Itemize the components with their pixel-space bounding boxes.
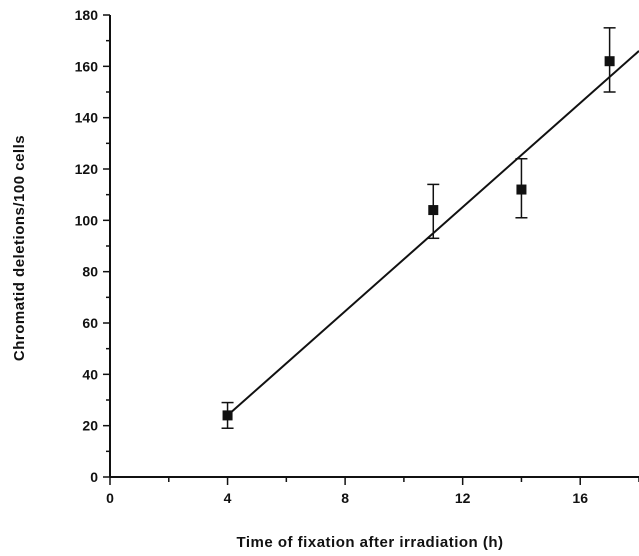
data-point — [222, 410, 233, 421]
y-tick-label: 100 — [75, 212, 99, 228]
x-tick-label: 4 — [224, 490, 232, 506]
y-tick-label: 140 — [75, 110, 99, 126]
y-tick-label: 160 — [75, 58, 99, 74]
y-tick-label: 60 — [82, 315, 98, 331]
y-axis-title: Chromatid deletions/100 cells — [11, 135, 28, 361]
data-point — [516, 184, 527, 195]
y-axis-ticks: 0 20 40 60 80 100 120 140 160 180 — [75, 7, 110, 485]
x-axis-ticks: 0 4 8 12 16 — [106, 477, 639, 506]
data-point — [604, 56, 615, 67]
x-axis-title: Time of fixation after irradiation (h) — [236, 534, 503, 551]
y-tick-label: 0 — [90, 469, 98, 485]
y-tick-label: 180 — [75, 7, 99, 23]
data-point — [428, 205, 439, 216]
y-tick-label: 40 — [82, 366, 98, 382]
y-tick-label: 20 — [82, 418, 98, 434]
y-tick-label: 120 — [75, 161, 99, 177]
axes — [109, 15, 639, 478]
y-tick-label: 80 — [82, 264, 98, 280]
x-tick-label: 12 — [455, 490, 471, 506]
x-tick-label: 0 — [106, 490, 114, 506]
x-tick-label: 8 — [341, 490, 349, 506]
x-tick-label: 16 — [572, 490, 588, 506]
data-points — [221, 27, 616, 429]
